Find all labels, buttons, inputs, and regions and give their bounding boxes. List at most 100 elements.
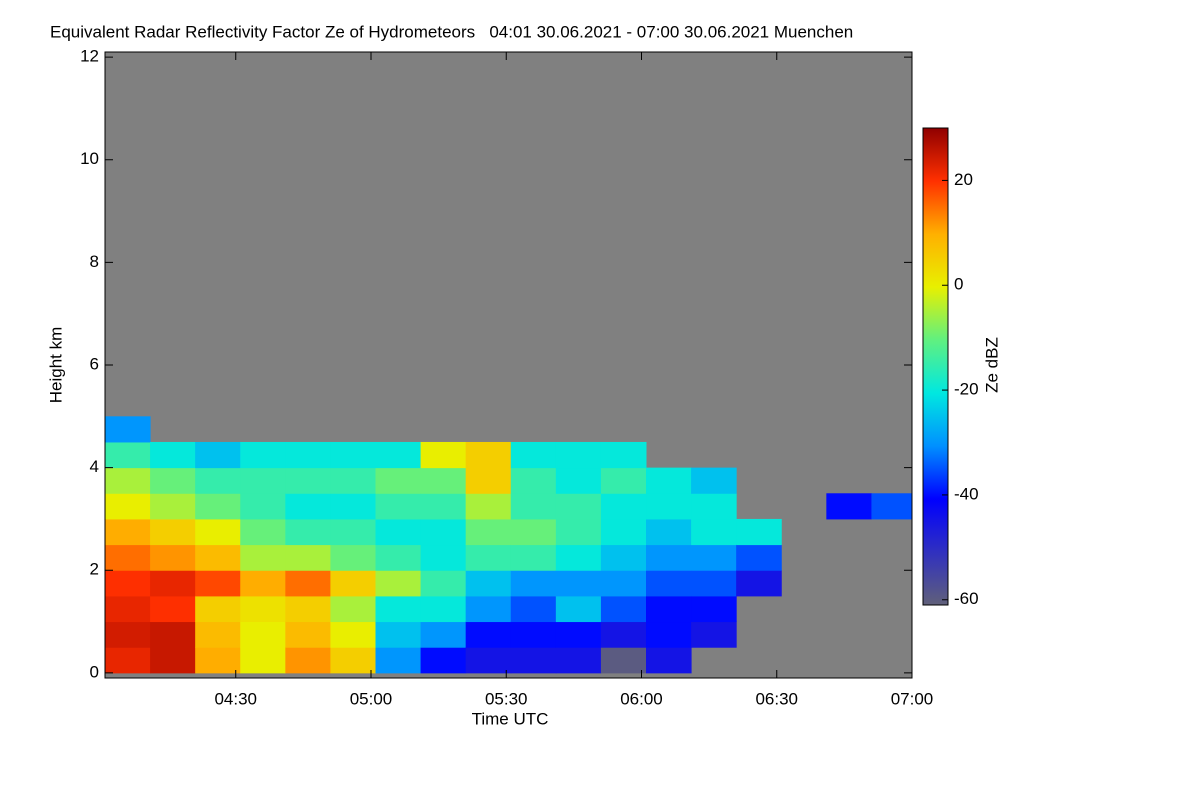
heat-cell [105,595,151,623]
heat-cell [465,518,512,546]
heat-cell [420,621,467,648]
heat-cell [600,493,647,520]
heat-cell [555,544,602,571]
heat-cell [285,621,331,648]
heat-cell [646,621,692,648]
heat-cell [285,544,331,571]
heat-cell [330,570,377,597]
heat-cell [330,544,377,571]
heat-cell [736,570,782,597]
heat-cell [691,467,737,494]
heat-cell [420,570,467,597]
heat-cell [105,518,151,546]
heat-cell [465,570,512,597]
heat-cell [555,441,602,469]
x-tick-label: 07:00 [891,689,934,708]
heat-cell [240,467,286,494]
heat-cell [510,570,557,597]
heat-cell [150,493,196,520]
y-tick-label: 2 [90,560,99,579]
heat-cell [646,493,692,520]
y-tick-label: 12 [80,47,99,66]
heat-cell [691,621,737,648]
heat-cell [510,441,557,469]
heat-cell [240,621,286,648]
heat-cell [375,621,422,648]
heat-cell [285,467,331,494]
heat-cell [285,441,331,469]
heat-cell [375,441,422,469]
x-tick-label: 05:30 [485,689,528,708]
heat-cell [330,493,377,520]
heat-cell [600,518,647,546]
heat-cell [826,493,872,520]
colorbar [922,127,949,606]
heat-cell [555,595,602,623]
heat-cell [240,493,286,520]
heat-cell [555,518,602,546]
heat-cell [195,441,241,469]
heat-cell [240,441,286,469]
heat-cell [285,595,331,623]
heat-cell [646,595,692,623]
heat-cell [150,570,196,597]
heat-cell [420,544,467,571]
heat-cell [285,647,331,674]
heat-cell [600,441,647,469]
heat-cell [555,621,602,648]
heat-cell [240,570,286,597]
heat-cell [195,518,241,546]
heat-cell [150,595,196,623]
x-tick-label: 06:00 [620,689,663,708]
heat-cell [691,544,737,571]
heat-cell [285,518,331,546]
heat-cell [285,493,331,520]
heat-cell [240,647,286,674]
heat-cell [105,467,151,494]
heat-cell [330,647,377,674]
x-tick-label: 06:30 [755,689,798,708]
heat-cell [510,544,557,571]
heat-cell [420,493,467,520]
heat-cell [105,544,151,571]
heat-cell [465,544,512,571]
heat-cell [555,467,602,494]
chart-title: Equivalent Radar Reflectivity Factor Ze … [50,22,853,41]
y-tick-label: 4 [90,457,99,476]
heat-cell [691,518,737,546]
heat-cell [691,493,737,520]
y-axis-label: Height km [46,327,65,404]
y-tick-label: 0 [90,662,99,681]
heat-cell [420,518,467,546]
heat-cell [330,595,377,623]
heat-cell [150,647,196,674]
colorbar-tick-label: -40 [954,484,979,503]
heat-cell [285,570,331,597]
heat-cell [105,570,151,597]
heat-cell [510,467,557,494]
x-axis-label: Time UTC [472,709,549,728]
heat-cell [105,416,151,443]
heat-cell [195,647,241,674]
heat-cell [150,518,196,546]
x-tick-label: 05:00 [350,689,393,708]
heat-cell [105,441,151,469]
heat-cell [375,595,422,623]
heat-cell [150,467,196,494]
heat-cell [240,544,286,571]
heat-cell [510,493,557,520]
heat-cell [646,544,692,571]
heat-cell [600,467,647,494]
heat-cell [510,518,557,546]
heat-cell [240,518,286,546]
heat-cell [736,518,782,546]
colorbar-tick-label: 20 [954,170,973,189]
heat-cell [646,518,692,546]
heat-cell [871,493,913,520]
colorbar-tick-label: -20 [954,380,979,399]
colorbar-label: Ze dBZ [982,337,1001,393]
heat-cell [691,570,737,597]
heat-cell [150,441,196,469]
heat-cell [330,441,377,469]
